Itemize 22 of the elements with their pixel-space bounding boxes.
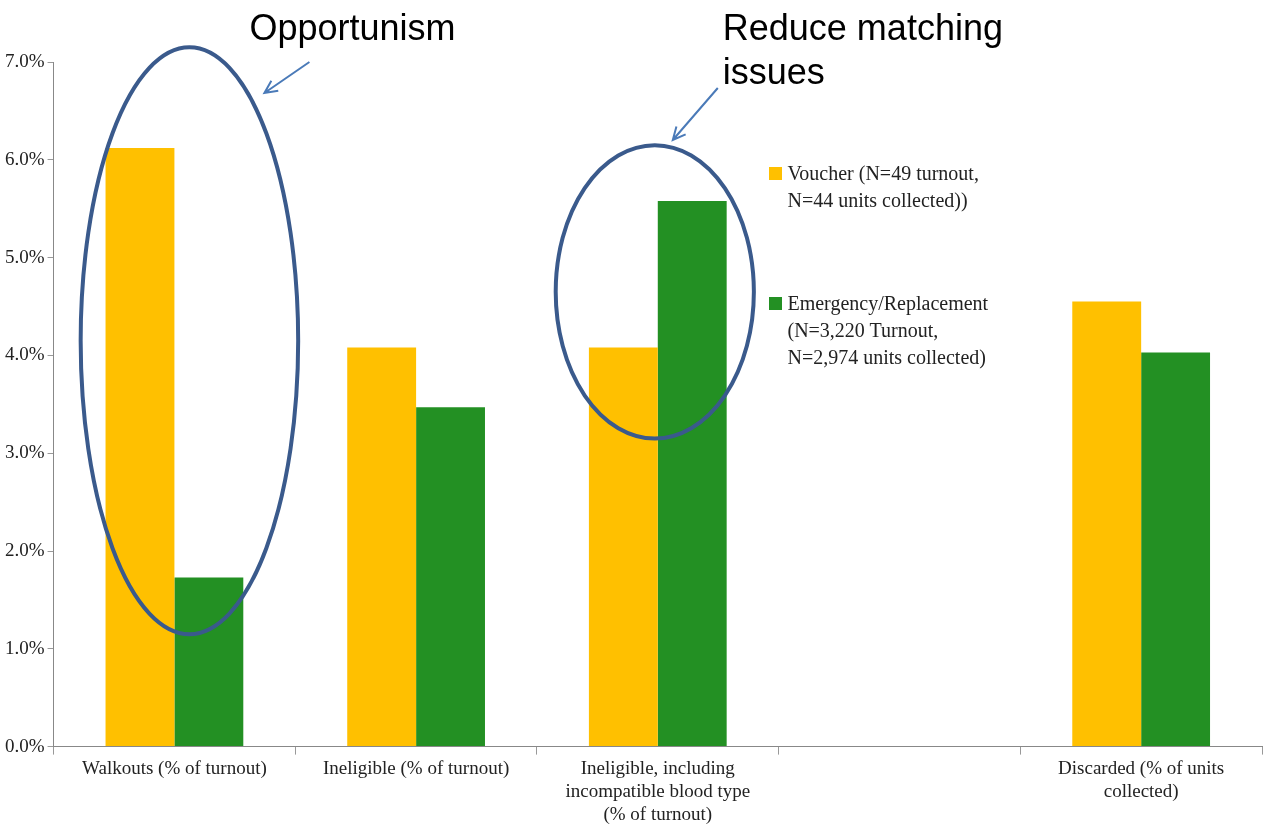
y-tick-label: 0.0%: [5, 734, 45, 756]
y-tick-label: 2.0%: [5, 538, 45, 560]
y-tick-label: 7.0%: [5, 49, 45, 71]
bar: [105, 148, 175, 747]
y-tick-label: 6.0%: [5, 147, 45, 169]
y-tick-label: 1.0%: [5, 636, 45, 658]
y-tick-label: 3.0%: [5, 441, 45, 463]
x-tick-label: Ineligible, including incompatible blood type (% of turnout): [565, 756, 751, 825]
bar: [1072, 301, 1142, 747]
bar: [174, 577, 244, 747]
legend-label: Emergency/Replacement (N=3,220 Turnout, N=2,974 units collected): [787, 290, 990, 371]
y-tick-label: 5.0%: [5, 245, 45, 267]
text: Opportunism: [249, 6, 456, 50]
x-tick-label: Discarded (% of units collected): [1058, 756, 1225, 802]
x-tick-label: Ineligible (% of turnout): [322, 756, 510, 779]
bar: [1141, 352, 1211, 747]
annotation: Reduce matching issues: [722, 6, 1004, 94]
bar: [347, 347, 417, 747]
x-tick-label: Walkouts (% of turnout): [82, 756, 267, 779]
bar: [416, 407, 485, 747]
legend-label: Voucher (N=49 turnout, N=44 units collected)): [787, 160, 980, 214]
y-tick-label: 4.0%: [5, 343, 45, 365]
